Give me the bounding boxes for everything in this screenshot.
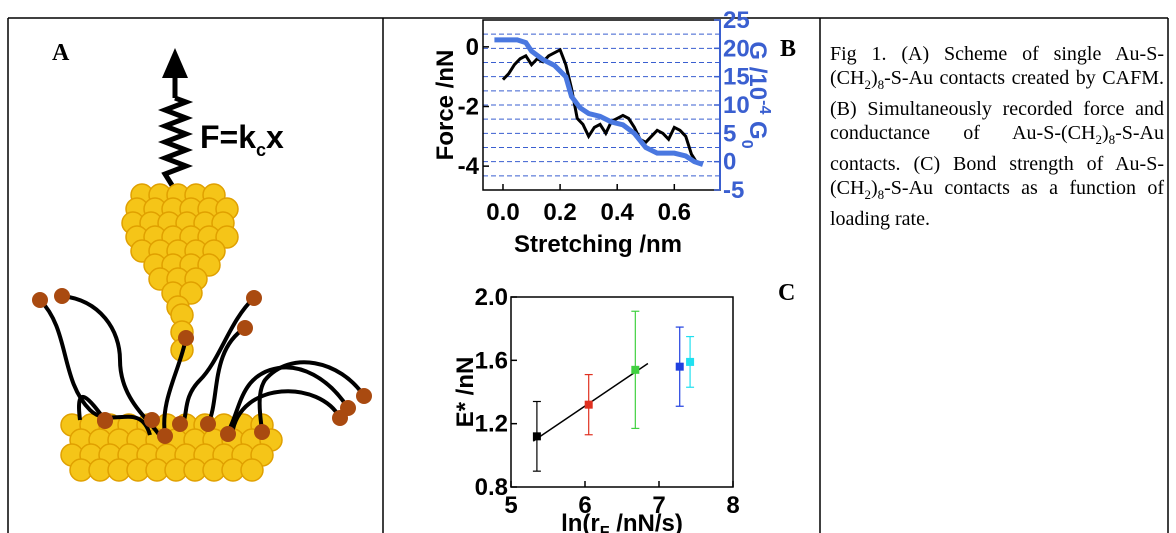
- x-tick-label: 5: [504, 492, 517, 519]
- sulfur-atom: [54, 288, 70, 304]
- molecule-chain: [226, 365, 350, 433]
- data-point: [675, 362, 684, 371]
- caption-text: -S-Au contacts as a function of loading …: [830, 177, 1164, 230]
- data-point: [532, 432, 541, 441]
- y2-axis-label-part: G /10: [744, 41, 771, 100]
- y-tick-label: 0: [466, 34, 479, 61]
- caption-subscript: 8: [1108, 132, 1116, 147]
- data-point: [686, 357, 695, 366]
- x-tick-label: 8: [726, 492, 739, 519]
- x-tick-label: 0.6: [658, 199, 691, 226]
- caption-text: -S-Au contacts. (C) Bond strength of Au-…: [830, 122, 1164, 199]
- caption-text: ): [870, 177, 878, 199]
- x-axis-label: Stretching /nm: [514, 231, 682, 258]
- y-tick-label: 1.6: [475, 347, 508, 374]
- caption-text: Fig 1. (A) Scheme of single Au-S-(CH: [830, 43, 1164, 89]
- sulfur-atom: [178, 330, 194, 346]
- data-point: [584, 400, 593, 409]
- y2-tick-label: -5: [723, 177, 744, 204]
- y-tick-label: -2: [458, 93, 479, 120]
- y2-axis-label-part: -4: [756, 100, 773, 114]
- molecule-chain: [38, 298, 152, 436]
- x-axis-label-part: /nN/s): [610, 510, 683, 533]
- molecule-chain: [206, 326, 247, 425]
- y2-tick-label: 0: [723, 149, 736, 176]
- sulfur-atom: [246, 290, 262, 306]
- x-axis-label-part: ln(r: [561, 510, 600, 533]
- panel-label: A: [52, 40, 70, 66]
- x-tick-label: 6: [578, 492, 591, 519]
- panel-label: B: [780, 36, 796, 62]
- x-axis-label-part: F: [600, 524, 610, 533]
- y-tick-label: 2.0: [475, 284, 508, 311]
- y2-tick-label: 15: [723, 64, 750, 91]
- x-tick-label: 7: [652, 492, 665, 519]
- caption-subscript: 2: [864, 77, 871, 92]
- molecule-chain: [162, 337, 188, 436]
- caption-subscript: 2: [1095, 132, 1102, 147]
- series-line: [494, 37, 704, 167]
- sulfur-atom: [144, 412, 160, 428]
- x-axis-label: ln(rF /nN/s): [561, 510, 683, 533]
- y-tick-label: 0.8: [475, 474, 508, 501]
- gold-atom: [240, 458, 264, 482]
- caption-subscript: 8: [877, 187, 885, 202]
- sulfur-atom: [332, 410, 348, 426]
- formula-part: x: [266, 119, 284, 155]
- panel-label: C: [778, 280, 795, 306]
- caption-subscript: 2: [864, 187, 871, 202]
- y2-tick-label: 10: [723, 92, 750, 119]
- molecule-chain: [230, 389, 342, 435]
- sulfur-atom: [32, 292, 48, 308]
- molecule-chain: [257, 360, 366, 433]
- sulfur-atom: [356, 388, 372, 404]
- sulfur-atom: [157, 428, 173, 444]
- table-borders: [7, 17, 1169, 533]
- arrow: [162, 48, 188, 78]
- sulfur-atom: [237, 320, 253, 336]
- y-axis-label: Force /nN: [432, 50, 459, 161]
- sulfur-atom: [97, 413, 113, 429]
- caption: Fig 1. (A) Scheme of single Au-S-(CH2)8-…: [830, 42, 1164, 231]
- y2-tick-label: 5: [723, 120, 736, 147]
- formula: F=kcx: [200, 119, 284, 160]
- spring: [157, 95, 194, 192]
- x-tick-label: 0.4: [601, 199, 635, 226]
- caption-subscript: 8: [877, 77, 885, 92]
- y2-tick-label: 25: [723, 7, 750, 34]
- molecule-chain: [178, 296, 256, 426]
- sulfur-atom: [200, 416, 216, 432]
- y-axis-label: E* /nN: [452, 357, 479, 428]
- caption-text: ): [1101, 122, 1109, 144]
- caption-text: -S-Au contacts created by CAFM. (B) Simu…: [830, 67, 1164, 144]
- scheme: [32, 48, 372, 482]
- y2-tick-label: 20: [723, 35, 750, 62]
- y-tick-label: -4: [458, 153, 480, 180]
- sulfur-atom: [172, 416, 188, 432]
- series-line: [501, 47, 699, 164]
- plot-frame: [510, 296, 734, 488]
- sulfur-atom: [254, 424, 270, 440]
- formula-part: F=k: [200, 119, 256, 155]
- y2-axis-label-part: 0: [738, 140, 755, 149]
- y2-axis-label-part: G: [744, 114, 771, 139]
- caption-text: ): [870, 67, 878, 89]
- x-tick-label: 0.2: [543, 199, 576, 226]
- y2-axis-label: G /10-4 G0: [738, 41, 773, 148]
- formula-sub: c: [256, 140, 266, 160]
- y-tick-label: 1.2: [475, 411, 508, 438]
- data-point: [631, 365, 640, 374]
- sulfur-atom: [220, 426, 236, 442]
- x-tick-label: 0.0: [486, 199, 519, 226]
